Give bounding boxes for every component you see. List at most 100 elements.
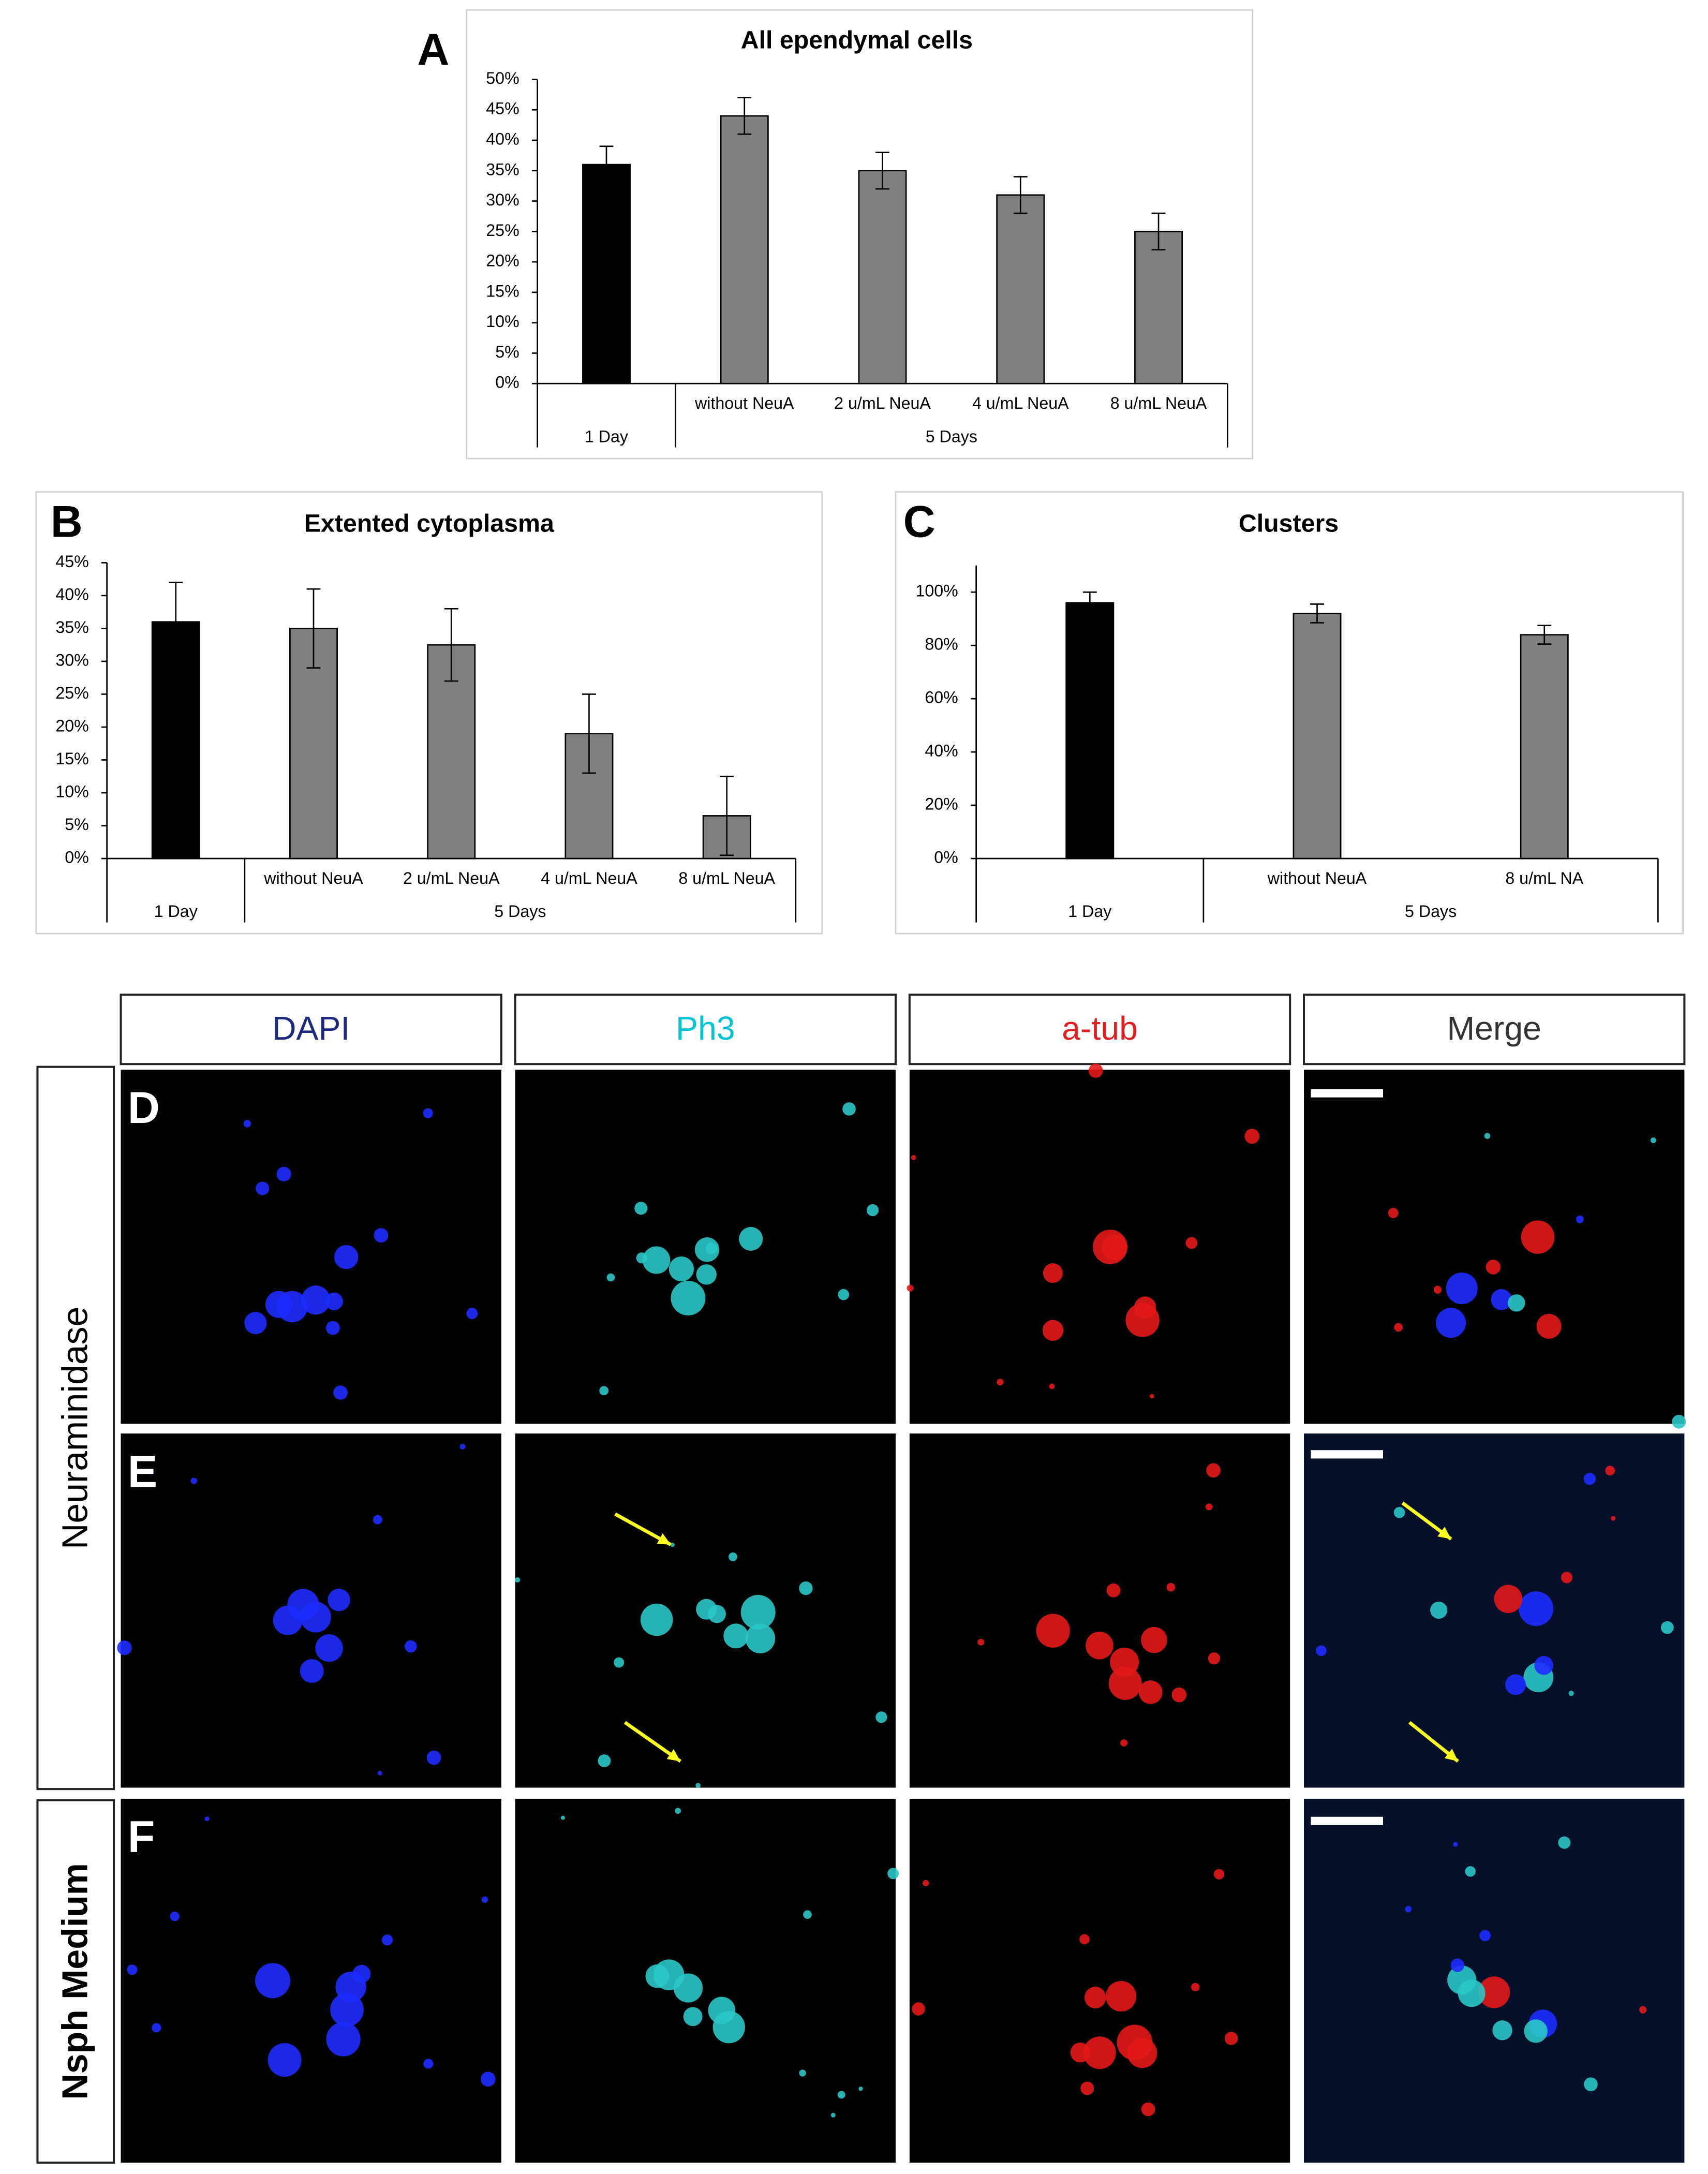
y-tick-label: 20%	[486, 252, 519, 270]
cell	[276, 1166, 291, 1181]
arrow-head	[666, 1749, 681, 1762]
y-tick-label: 15%	[55, 749, 88, 768]
y-tick-label: 5%	[495, 343, 519, 361]
error-bar	[720, 775, 734, 856]
cell	[276, 1291, 308, 1323]
y-tick-label: 100%	[915, 582, 958, 600]
cell	[1079, 1934, 1090, 1945]
y-tick-label: 40%	[925, 742, 958, 760]
cell	[695, 1783, 701, 1788]
error-bar	[1013, 176, 1028, 214]
cell	[745, 1623, 776, 1653]
cell	[170, 1911, 180, 1921]
cell	[325, 1321, 340, 1335]
y-tick-label: 0%	[934, 848, 958, 867]
error-bar	[737, 97, 752, 135]
cell	[670, 1543, 675, 1547]
error-bar	[875, 152, 889, 190]
cell	[560, 1815, 565, 1820]
cell	[1208, 1652, 1220, 1665]
cell	[683, 2007, 703, 2027]
panel-label: E	[128, 1447, 157, 1497]
column-header-box	[120, 994, 502, 1066]
cell	[1205, 1503, 1213, 1511]
cell	[1492, 2020, 1512, 2040]
cell	[1083, 2036, 1116, 2069]
cell	[887, 1868, 899, 1880]
group-label: 5 Days	[1405, 902, 1457, 921]
y-tick-label: 45%	[55, 552, 88, 571]
cell	[705, 1243, 718, 1254]
cell	[671, 1280, 706, 1315]
cell	[148, 1469, 154, 1475]
cell	[977, 1638, 985, 1646]
cell	[244, 1312, 267, 1335]
cell	[1508, 1294, 1525, 1312]
cell	[374, 1228, 389, 1243]
y-tick-label: 40%	[486, 129, 519, 148]
cell	[875, 1711, 887, 1723]
cell	[1093, 1230, 1127, 1264]
category-label: 2 u/mL NeuA	[403, 869, 500, 888]
bar	[996, 194, 1045, 384]
error-bar	[444, 608, 458, 682]
micrograph	[121, 1069, 501, 1424]
cell	[423, 1108, 433, 1118]
cell	[1650, 1137, 1656, 1143]
cell	[1042, 1320, 1064, 1341]
cell	[842, 1102, 856, 1116]
cell	[1534, 1655, 1554, 1675]
column-header: Merge	[1447, 1010, 1541, 1047]
y-tick-label: 0%	[495, 373, 519, 392]
cell	[466, 1308, 478, 1320]
y-tick-label: 10%	[55, 782, 88, 801]
cell	[481, 1896, 488, 1903]
y-tick-label: 35%	[55, 618, 88, 637]
y-tick-label: 60%	[925, 688, 958, 707]
cell	[1049, 1383, 1055, 1389]
cell	[1106, 1981, 1137, 2012]
cell	[708, 1996, 736, 2024]
panel-label: D	[128, 1083, 160, 1133]
cell	[997, 1379, 1004, 1386]
cell	[1185, 1237, 1198, 1249]
cell	[1491, 1289, 1512, 1310]
cell	[255, 1963, 290, 1999]
category-label: 4 u/mL NeuA	[541, 869, 637, 888]
bar	[720, 115, 769, 384]
group-label: 1 Day	[1068, 902, 1112, 921]
bar	[1520, 634, 1569, 860]
cell	[1086, 1631, 1113, 1660]
cell	[1171, 1687, 1187, 1703]
panel-label: A	[417, 25, 449, 75]
cell	[1036, 1614, 1070, 1648]
cell	[328, 1588, 350, 1611]
cell	[256, 1181, 270, 1195]
cell	[723, 1623, 749, 1649]
arrow-head	[1437, 1527, 1451, 1540]
cell	[1430, 1602, 1448, 1619]
cell	[334, 1245, 359, 1269]
cell	[729, 1552, 737, 1561]
cell	[204, 1816, 210, 1822]
cell	[1088, 1063, 1103, 1078]
cell	[1660, 1621, 1674, 1634]
cell	[373, 1515, 382, 1525]
cell	[377, 1771, 382, 1776]
cell	[640, 1603, 673, 1636]
cell	[1134, 1296, 1156, 1319]
bar	[582, 164, 631, 384]
cell	[1080, 2081, 1094, 2095]
y-tick-label: 25%	[55, 684, 88, 702]
cell	[1405, 1906, 1412, 1913]
cell	[1117, 2024, 1153, 2061]
cell	[1536, 1313, 1562, 1339]
cell	[1213, 1869, 1225, 1880]
cell	[642, 1246, 671, 1274]
cell	[1433, 1285, 1442, 1294]
cell	[1639, 2006, 1647, 2014]
cell	[381, 1934, 393, 1946]
y-tick-label: 20%	[55, 716, 88, 735]
cell	[423, 2059, 434, 2069]
